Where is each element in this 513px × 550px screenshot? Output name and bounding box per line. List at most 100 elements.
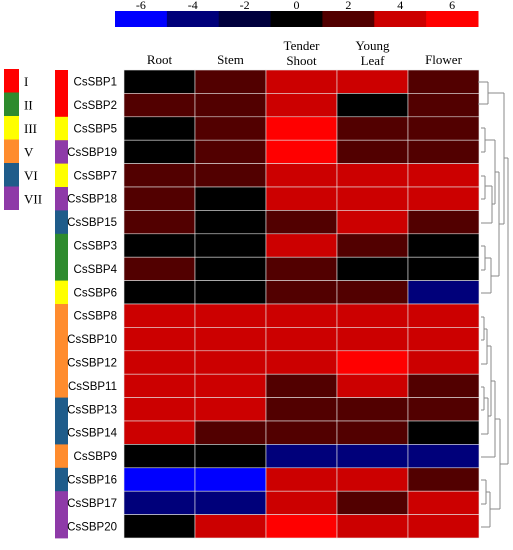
heatmap-cell-cssbp6-root xyxy=(123,280,196,305)
row-label-cssbp15: CsSBP15 xyxy=(67,217,117,229)
heatmap-cell-cssbp14-stem xyxy=(194,420,267,445)
heatmap-cell-cssbp2-young-leaf xyxy=(336,93,409,118)
heatmap-cell-cssbp15-tender-shoot xyxy=(265,210,338,235)
heatmap-cell-cssbp12-stem xyxy=(194,350,267,375)
heatmap-cell-cssbp20-root xyxy=(123,514,196,539)
row-group-marker xyxy=(55,116,68,141)
heatmap-cell-cssbp19-root xyxy=(123,139,196,164)
heatmap-cell-cssbp4-flower xyxy=(407,256,480,281)
row-label-cssbp5: CsSBP5 xyxy=(74,124,117,136)
heatmap-cell-cssbp2-root xyxy=(123,93,196,118)
column-label-line: Leaf xyxy=(361,53,385,68)
heatmap-cell-cssbp19-flower xyxy=(407,139,480,164)
heatmap-cell-cssbp11-root xyxy=(123,373,196,398)
heatmap-cell-cssbp17-root xyxy=(123,490,196,515)
heatmap-cell-cssbp3-young-leaf xyxy=(336,233,409,258)
dendrogram-branch-16-17 xyxy=(481,479,487,505)
row-label-cssbp4: CsSBP4 xyxy=(74,264,118,276)
heatmap-cell-cssbp9-tender-shoot xyxy=(265,444,338,469)
heatmap-cell-cssbp18-root xyxy=(123,186,196,211)
heatmap-cell-cssbp13-flower xyxy=(407,397,480,422)
heatmap-cell-cssbp14-tender-shoot xyxy=(265,420,338,445)
heatmap-cell-cssbp11-young-leaf xyxy=(336,373,409,398)
heatmap-cell-cssbp10-stem xyxy=(194,327,267,352)
heatmap-cell-cssbp5-young-leaf xyxy=(336,116,409,141)
color-scale-segment xyxy=(270,11,323,27)
heatmap-cell-cssbp13-young-leaf xyxy=(336,397,409,422)
heatmap-cell-cssbp8-flower xyxy=(407,303,480,328)
heatmap-cell-cssbp1-tender-shoot xyxy=(265,69,338,94)
heatmap-cell-cssbp3-stem xyxy=(194,233,267,258)
heatmap-cell-cssbp14-flower xyxy=(407,420,480,445)
heatmap-cell-cssbp10-young-leaf xyxy=(336,327,409,352)
heatmap-cell-cssbp9-root xyxy=(123,444,196,469)
row-label-cssbp8: CsSBP8 xyxy=(74,311,117,323)
heatmap-cell-cssbp13-tender-shoot xyxy=(265,397,338,422)
heatmap-cell-cssbp18-young-leaf xyxy=(336,186,409,211)
heatmap-cell-cssbp8-young-leaf xyxy=(336,303,409,328)
group-legend-swatch xyxy=(4,163,19,187)
row-group-marker xyxy=(55,514,68,539)
color-scale-segment xyxy=(322,11,375,27)
row-group-marker xyxy=(55,491,68,515)
color-scale-tick-label: 4 xyxy=(397,0,403,12)
row-label-cssbp14: CsSBP14 xyxy=(67,428,117,440)
heatmap-cell-cssbp14-root xyxy=(123,420,196,445)
row-group-marker xyxy=(55,280,68,305)
dendrogram-branch-11-13 xyxy=(481,386,485,411)
row-group-marker xyxy=(55,93,68,118)
heatmap-cell-cssbp8-tender-shoot xyxy=(265,303,338,328)
heatmap-cell-cssbp1-root xyxy=(123,69,196,94)
dendrogram-branch-8-10 xyxy=(481,316,485,341)
row-group-marker xyxy=(55,163,68,188)
heatmap-cell-cssbp3-flower xyxy=(407,233,480,258)
row-group-marker xyxy=(55,467,68,492)
heatmap-cell-cssbp5-stem xyxy=(194,116,267,141)
row-label-cssbp3: CsSBP3 xyxy=(74,241,117,253)
dendrogram-branch-7-18 xyxy=(481,175,486,200)
dendrogram-branch-15 xyxy=(481,185,493,224)
heatmap-cell-cssbp1-stem xyxy=(194,69,267,94)
heatmap-cell-cssbp16-young-leaf xyxy=(336,467,409,492)
heatmap-cell-cssbp19-tender-shoot xyxy=(265,139,338,164)
color-scale-segment xyxy=(115,11,168,27)
column-label-tender-shoot: Tender Shoot xyxy=(284,38,321,68)
heatmap-cell-cssbp10-root xyxy=(123,327,196,352)
heatmap-cell-cssbp5-flower xyxy=(407,116,480,141)
row-label-cssbp2: CsSBP2 xyxy=(74,100,117,112)
heatmap-cell-cssbp16-flower xyxy=(407,467,480,492)
row-group-marker xyxy=(55,304,68,328)
dendrogram-branch-6 xyxy=(481,257,492,294)
heatmap-cell-cssbp5-root xyxy=(123,116,196,141)
heatmap-cell-cssbp20-tender-shoot xyxy=(265,514,338,539)
heatmap-cell-cssbp20-flower xyxy=(407,514,480,539)
row-label-cssbp13: CsSBP13 xyxy=(67,404,117,416)
group-legend-label: V xyxy=(24,145,34,160)
heatmap-cell-cssbp9-flower xyxy=(407,444,480,469)
row-group-marker xyxy=(55,444,68,469)
heatmap-cell-cssbp18-stem xyxy=(194,186,267,211)
heatmap-cell-cssbp13-stem xyxy=(194,397,267,422)
heatmap-cell-cssbp15-stem xyxy=(194,210,267,235)
row-group-marker xyxy=(55,374,68,398)
heatmap-cell-cssbp20-stem xyxy=(194,514,267,539)
heatmap-cell-cssbp16-root xyxy=(123,467,196,492)
heatmap-cell-cssbp2-stem xyxy=(194,93,267,118)
row-group-marker xyxy=(55,421,68,445)
heatmap-cell-cssbp7-flower xyxy=(407,163,480,188)
heatmap-cell-cssbp7-root xyxy=(123,163,196,188)
heatmap-cell-cssbp12-root xyxy=(123,350,196,375)
column-label-young-leaf: Young Leaf xyxy=(355,38,390,68)
dendrogram-branch-1-2 xyxy=(478,81,489,105)
heatmap-cell-cssbp11-stem xyxy=(194,373,267,398)
row-label-cssbp6: CsSBP6 xyxy=(74,287,117,299)
color-scale-tick-label: 6 xyxy=(449,0,455,12)
heatmap-cell-cssbp6-tender-shoot xyxy=(265,280,338,305)
heatmap-cell-cssbp7-tender-shoot xyxy=(265,163,338,188)
column-label-root: Root xyxy=(147,52,173,67)
row-dendrogram xyxy=(478,81,509,528)
color-scale-bar xyxy=(115,11,479,27)
row-group-marker xyxy=(55,350,68,375)
